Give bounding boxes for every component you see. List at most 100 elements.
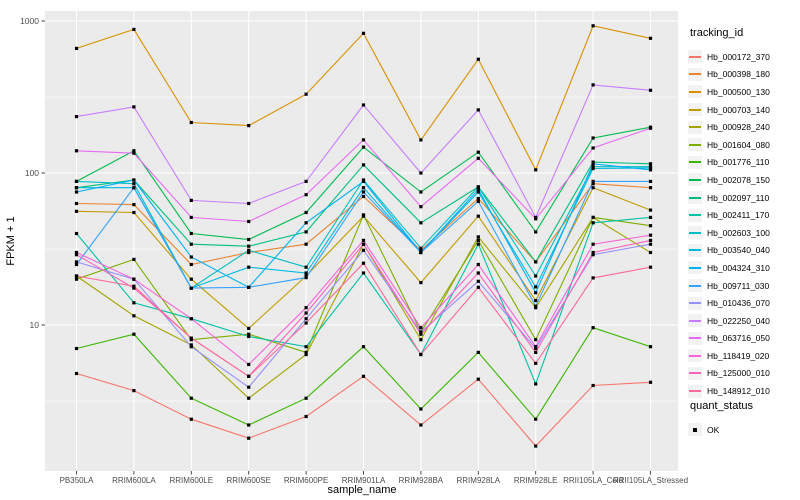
legend-entry-Hb_002097_110: Hb_002097_110 xyxy=(688,189,770,207)
data-point xyxy=(419,281,423,285)
data-point xyxy=(419,171,423,175)
data-point xyxy=(74,186,79,190)
data-point xyxy=(247,396,251,400)
data-point xyxy=(361,213,366,217)
legend-label: Hb_000928_240 xyxy=(707,122,770,133)
data-point xyxy=(74,201,79,206)
data-point xyxy=(419,332,423,336)
data-point xyxy=(361,163,366,167)
x-tick-label: RRIM901LA xyxy=(342,476,386,485)
data-point xyxy=(591,83,595,87)
data-point xyxy=(648,186,653,190)
data-point xyxy=(247,362,251,367)
data-point xyxy=(419,407,423,411)
data-point xyxy=(648,238,653,242)
data-point xyxy=(74,115,79,119)
data-point xyxy=(476,279,480,283)
legend-key-icon xyxy=(688,208,702,222)
data-point xyxy=(361,179,366,183)
data-point xyxy=(304,265,308,269)
x-axis-title: sample_name xyxy=(327,484,397,496)
data-point xyxy=(591,276,595,280)
data-point xyxy=(648,265,653,269)
data-point xyxy=(591,166,595,171)
data-point xyxy=(648,345,653,349)
data-point xyxy=(247,219,251,224)
legend-entry-Hb_002078_150: Hb_002078_150 xyxy=(688,171,770,189)
data-point xyxy=(74,274,79,278)
data-point xyxy=(534,361,538,365)
data-point xyxy=(361,261,366,265)
legend-label: Hb_125000_010 xyxy=(707,368,770,379)
data-point xyxy=(534,346,538,351)
legend-key-icon xyxy=(688,155,702,169)
legend-entry-Hb_000398_180: Hb_000398_180 xyxy=(688,66,770,84)
legend-label: Hb_000703_140 xyxy=(707,104,770,115)
data-point xyxy=(189,336,193,340)
data-point xyxy=(247,265,251,269)
x-tick-label: RRIM928LA xyxy=(457,476,501,485)
data-point xyxy=(132,284,136,288)
data-point xyxy=(419,248,423,252)
data-point xyxy=(361,238,366,242)
data-point xyxy=(132,186,136,190)
data-point xyxy=(476,235,480,239)
legend-key-icon xyxy=(688,191,702,205)
data-point xyxy=(132,314,136,318)
legend-key-icon xyxy=(688,261,702,275)
data-point xyxy=(247,124,251,128)
data-point xyxy=(591,250,595,255)
data-point xyxy=(189,345,193,349)
data-point xyxy=(534,260,538,264)
data-point xyxy=(648,380,653,384)
x-tick-label: RRIM928LE xyxy=(514,476,558,485)
legend-entry-Hb_118419_020: Hb_118419_020 xyxy=(688,347,770,365)
data-point xyxy=(189,277,193,281)
data-point xyxy=(247,201,251,206)
data-point xyxy=(247,334,251,339)
data-point xyxy=(132,389,136,393)
data-point xyxy=(476,108,480,112)
legend-entry-Hb_063716_050: Hb_063716_050 xyxy=(688,330,770,348)
data-point xyxy=(419,221,423,225)
data-point xyxy=(189,396,193,400)
data-point xyxy=(534,382,538,386)
data-point xyxy=(361,186,366,190)
data-point xyxy=(476,350,480,354)
data-point xyxy=(476,196,480,201)
data-point xyxy=(304,276,308,280)
legend-entry-Hb_000703_140: Hb_000703_140 xyxy=(688,101,770,119)
legend-entry-Hb_002603_100: Hb_002603_100 xyxy=(688,224,770,242)
data-point xyxy=(74,260,79,264)
data-point xyxy=(648,162,653,166)
data-point xyxy=(132,301,136,305)
data-point xyxy=(189,120,193,125)
data-point xyxy=(132,149,136,153)
data-point xyxy=(361,242,366,246)
data-point xyxy=(591,146,595,150)
data-point xyxy=(361,374,366,378)
data-point xyxy=(419,190,423,194)
legend-label: Hb_002097_110 xyxy=(707,192,770,203)
legend-label: Hb_003540_040 xyxy=(707,245,770,256)
quant-ok-key-icon xyxy=(688,423,702,437)
y-tick-label: 10 xyxy=(30,320,40,330)
data-point xyxy=(648,208,653,212)
data-point xyxy=(476,285,480,289)
data-point xyxy=(304,221,308,225)
data-point xyxy=(74,371,79,376)
data-point xyxy=(361,345,366,349)
legend-label: Hb_010436_070 xyxy=(707,298,770,309)
data-point xyxy=(247,248,251,252)
data-point xyxy=(132,182,136,186)
data-point xyxy=(247,285,251,289)
data-point xyxy=(591,182,595,186)
data-point xyxy=(534,168,538,172)
legend-key-icon xyxy=(688,50,702,64)
data-point xyxy=(534,230,538,234)
legend-label: Hb_000500_130 xyxy=(707,86,770,97)
data-point xyxy=(247,250,251,255)
legend-entry-quant-ok: OK xyxy=(688,421,719,439)
legend-key-icon xyxy=(688,226,702,240)
data-point xyxy=(74,250,79,255)
